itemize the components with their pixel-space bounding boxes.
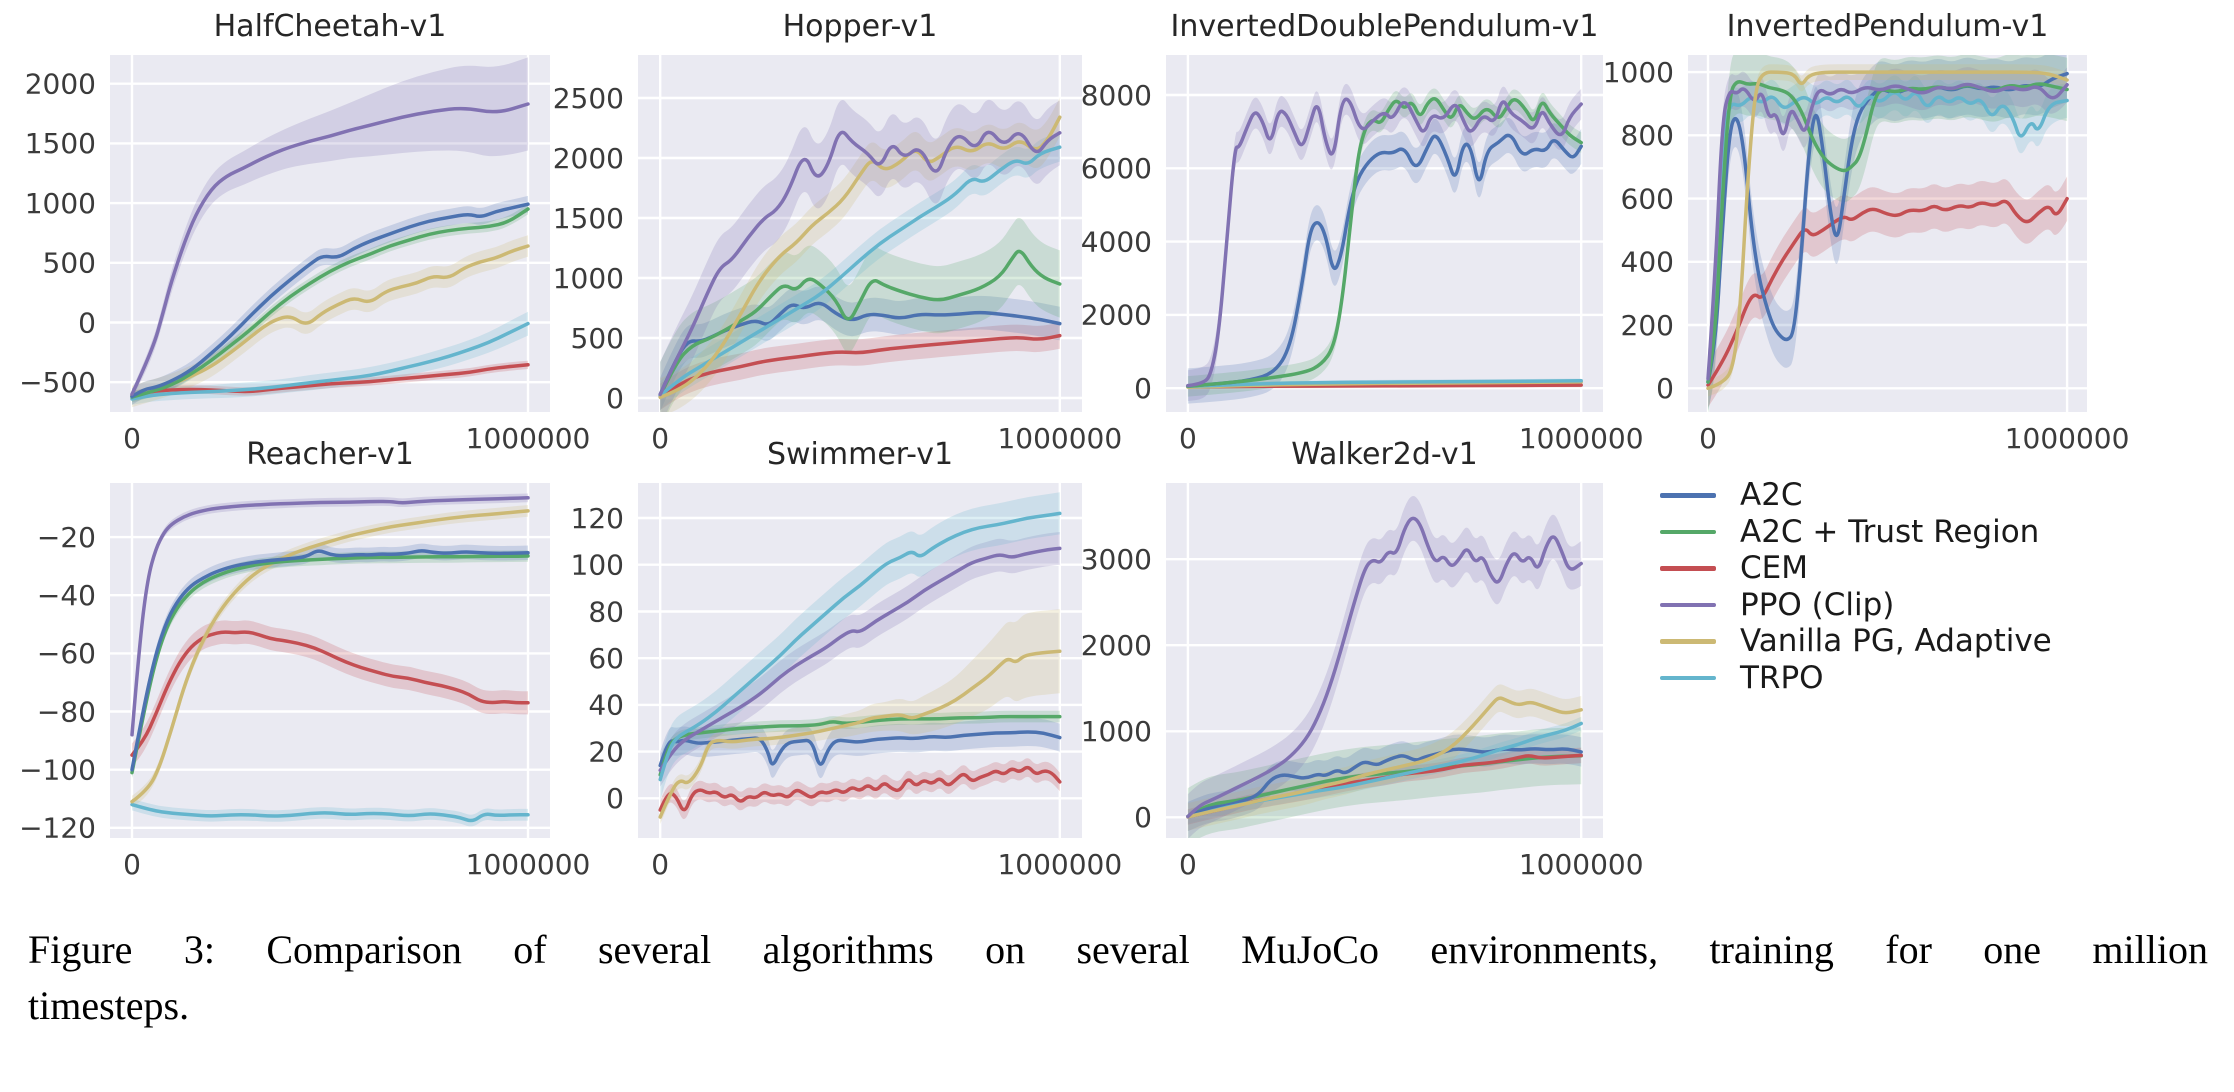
- chart-inverteddoublependulum: InvertedDoublePendulum-v1 0 2000 4000 6000 8…: [1066, 10, 1678, 482]
- chart-title: InvertedPendulum-v1: [1726, 9, 2049, 44]
- svg-text:2500: 2500: [553, 82, 624, 115]
- legend-label: CEM: [1740, 550, 1808, 587]
- chart-canvas: 0 200 400 600 800 1000 0 1000000: [1603, 55, 2130, 455]
- svg-text:500: 500: [43, 247, 96, 280]
- svg-text:0: 0: [78, 306, 96, 339]
- legend-item-vanilla-pg-adaptive: Vanilla PG, Adaptive: [1660, 623, 2052, 660]
- svg-text:200: 200: [1621, 309, 1674, 342]
- legend-swatch-5: [1660, 675, 1716, 680]
- svg-text:0: 0: [651, 848, 669, 881]
- svg-text:40: 40: [588, 689, 624, 722]
- legend-label: Vanilla PG, Adaptive: [1740, 623, 2052, 660]
- svg-text:−20: −20: [37, 521, 96, 554]
- legend-item-cem: CEM: [1660, 550, 2052, 587]
- chart-title: Reacher-v1: [246, 437, 414, 472]
- svg-text:2000: 2000: [1081, 299, 1152, 332]
- svg-text:0: 0: [123, 848, 141, 881]
- svg-text:60: 60: [588, 642, 624, 675]
- chart-title: HalfCheetah-v1: [213, 9, 447, 44]
- svg-text:0: 0: [1656, 372, 1674, 405]
- legend: A2C A2C + Trust Region CEM PPO (Clip) Va…: [1660, 477, 2052, 696]
- svg-text:0: 0: [1699, 422, 1717, 455]
- svg-text:1000000: 1000000: [1519, 422, 1644, 455]
- svg-text:120: 120: [571, 502, 624, 535]
- chart-canvas: 0 20 40 60 80 100 120 0 1000000: [571, 483, 1122, 881]
- chart-canvas: −500 0 500 1000 1500 2000 0 1000000: [19, 55, 591, 455]
- legend-swatch-4: [1660, 639, 1716, 644]
- chart-title: Swimmer-v1: [766, 437, 954, 472]
- svg-text:0: 0: [651, 422, 669, 455]
- legend-item-ppo-clip: PPO (Clip): [1660, 587, 2052, 624]
- chart-title: InvertedDoublePendulum-v1: [1170, 9, 1599, 44]
- legend-swatch-1: [1660, 529, 1716, 534]
- chart-walker2d: Walker2d-v1 0 1000 2000 3000 0 1000000: [1066, 438, 1678, 908]
- svg-text:−120: −120: [19, 812, 96, 845]
- svg-text:8000: 8000: [1081, 79, 1152, 112]
- svg-text:6000: 6000: [1081, 152, 1152, 185]
- svg-text:1000000: 1000000: [466, 848, 591, 881]
- svg-text:0: 0: [1179, 848, 1197, 881]
- chart-swimmer: Swimmer-v1 0 20 40 60 80 100 120 0 1000000: [538, 438, 1157, 908]
- svg-text:1000000: 1000000: [997, 422, 1122, 455]
- caption-line-1: Figure 3: Comparison of several algorith…: [28, 927, 2208, 972]
- svg-text:1000: 1000: [553, 262, 624, 295]
- svg-text:−500: −500: [19, 366, 96, 399]
- chart-title: Walker2d-v1: [1291, 437, 1478, 472]
- legend-item-trpo: TRPO: [1660, 660, 2052, 697]
- svg-text:500: 500: [571, 322, 624, 355]
- chart-canvas: 0 2000 4000 6000 8000 0 1000000: [1081, 55, 1644, 455]
- svg-text:3000: 3000: [1081, 543, 1152, 576]
- chart-hopper: Hopper-v1 0 500 1000 1500 2000 2500 0 1000000: [538, 10, 1157, 482]
- svg-text:0: 0: [1134, 372, 1152, 405]
- svg-text:1000000: 1000000: [1519, 848, 1644, 881]
- svg-text:80: 80: [588, 595, 624, 628]
- chart-reacher: Reacher-v1 −120 −100 −80 −60 −40 −20 0 1000000: [10, 438, 625, 908]
- legend-item-a2c-trust-region: A2C + Trust Region: [1660, 514, 2052, 551]
- legend-item-a2c: A2C: [1660, 477, 2052, 514]
- svg-text:−100: −100: [19, 754, 96, 787]
- chart-canvas: 0 1000 2000 3000 0 1000000: [1081, 483, 1644, 881]
- legend-label: TRPO: [1740, 659, 1824, 696]
- svg-text:20: 20: [588, 735, 624, 768]
- svg-text:−60: −60: [37, 637, 96, 670]
- svg-text:2000: 2000: [553, 142, 624, 175]
- svg-text:1000: 1000: [1603, 56, 1674, 89]
- chart-title: Hopper-v1: [782, 9, 938, 44]
- chart-halfcheetah: HalfCheetah-v1 −500 0 500 1000 1500 2000 0 1000…: [10, 10, 625, 482]
- svg-text:800: 800: [1621, 119, 1674, 152]
- svg-text:1000000: 1000000: [466, 422, 591, 455]
- svg-text:4000: 4000: [1081, 225, 1152, 258]
- svg-text:0: 0: [123, 422, 141, 455]
- svg-text:−40: −40: [37, 579, 96, 612]
- caption-line-2: timesteps.: [28, 983, 190, 1028]
- svg-text:0: 0: [606, 782, 624, 815]
- chart-canvas: −120 −100 −80 −60 −40 −20 0 1000000: [19, 483, 591, 881]
- figure-caption: Figure 3: Comparison of several algorith…: [28, 922, 2208, 1034]
- svg-text:1000000: 1000000: [2005, 422, 2130, 455]
- svg-text:400: 400: [1621, 246, 1674, 279]
- legend-label: PPO (Clip): [1740, 586, 1895, 623]
- svg-text:0: 0: [1179, 422, 1197, 455]
- svg-text:−80: −80: [37, 695, 96, 728]
- svg-text:100: 100: [571, 549, 624, 582]
- svg-text:1000: 1000: [1081, 715, 1152, 748]
- svg-text:1500: 1500: [553, 202, 624, 235]
- legend-swatch-2: [1660, 566, 1716, 571]
- legend-label: A2C: [1740, 477, 1803, 514]
- svg-text:2000: 2000: [25, 68, 96, 101]
- legend-swatch-0: [1660, 493, 1716, 498]
- svg-text:2000: 2000: [1081, 629, 1152, 662]
- chart-canvas: 0 500 1000 1500 2000 2500 0 1000000: [553, 55, 1122, 455]
- legend-swatch-3: [1660, 602, 1716, 607]
- svg-text:0: 0: [606, 382, 624, 415]
- svg-text:0: 0: [1134, 801, 1152, 834]
- legend-label: A2C + Trust Region: [1740, 513, 2040, 550]
- svg-text:1500: 1500: [25, 127, 96, 160]
- svg-text:600: 600: [1621, 182, 1674, 215]
- svg-text:1000: 1000: [25, 187, 96, 220]
- svg-text:1000000: 1000000: [997, 848, 1122, 881]
- chart-invertedpendulum: InvertedPendulum-v1 0 200 400 600 800 1000 0 10…: [1588, 10, 2162, 482]
